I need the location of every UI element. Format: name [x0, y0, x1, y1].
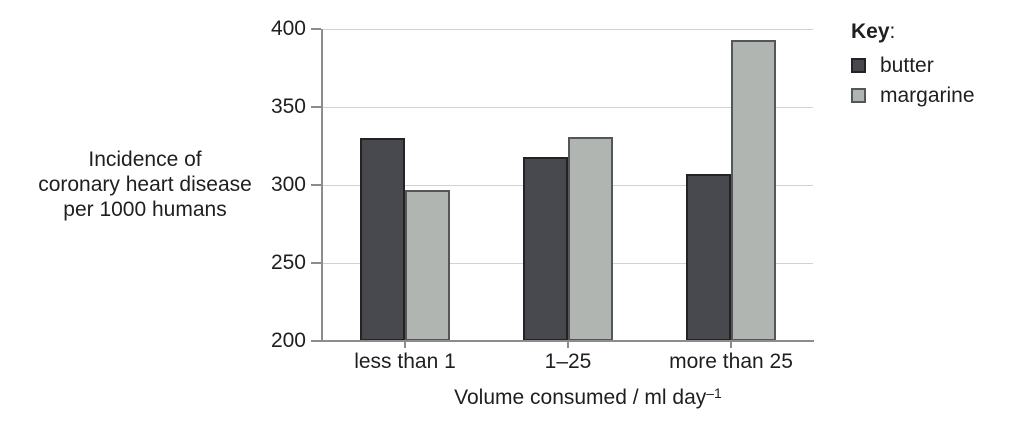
bar-butter-1 — [360, 138, 405, 341]
legend-label-margarine: margarine — [880, 83, 975, 107]
x-category-label-1: less than 1 — [354, 350, 456, 373]
y-tick-label-250: 250 — [270, 251, 306, 274]
bar-margarine-2 — [568, 137, 613, 341]
x-tick-1 — [404, 342, 406, 348]
y-tick-label-400: 400 — [270, 17, 306, 40]
x-category-label-2: 1–25 — [544, 350, 592, 373]
legend-title: Key: — [851, 20, 1021, 44]
x-axis-line — [321, 340, 814, 342]
legend-item-butter: butter — [851, 53, 1021, 77]
legend-items: butter margarine — [851, 53, 1021, 107]
legend: Key: butter margarine — [851, 20, 1021, 117]
x-tick-3 — [730, 342, 732, 348]
x-category-label-3: more than 25 — [669, 350, 793, 373]
legend-title-colon: : — [889, 20, 896, 43]
y-tick-label-300: 300 — [270, 173, 306, 196]
y-tick-label-200: 200 — [270, 329, 306, 352]
legend-item-margarine: margarine — [851, 83, 1021, 107]
legend-swatch-butter — [851, 57, 866, 73]
legend-label-butter: butter — [880, 53, 934, 77]
x-tick-2 — [567, 342, 569, 348]
bar-margarine-3 — [731, 40, 776, 341]
x-axis-title: Volume consumed / ml day–1 — [368, 386, 808, 410]
x-axis-title-text: Volume consumed / ml day — [454, 386, 707, 409]
bar-margarine-1 — [405, 190, 450, 341]
y-tick-label-350: 350 — [270, 95, 306, 118]
legend-title-key: Key — [851, 20, 890, 43]
gridline-400 — [323, 29, 813, 30]
plot-area — [323, 29, 813, 341]
legend-swatch-margarine — [851, 87, 866, 103]
y-tick-350 — [311, 106, 321, 108]
y-tick-250 — [311, 262, 321, 264]
y-axis-line — [321, 29, 323, 342]
y-tick-200 — [311, 340, 321, 342]
bar-butter-3 — [686, 174, 731, 341]
y-tick-300 — [311, 184, 321, 186]
x-axis-title-superscript: –1 — [706, 385, 722, 401]
y-tick-400 — [311, 28, 321, 30]
bar-butter-2 — [523, 157, 568, 341]
gridline-350 — [323, 107, 813, 108]
y-axis-title: Incidence of coronary heart disease per … — [38, 148, 252, 221]
